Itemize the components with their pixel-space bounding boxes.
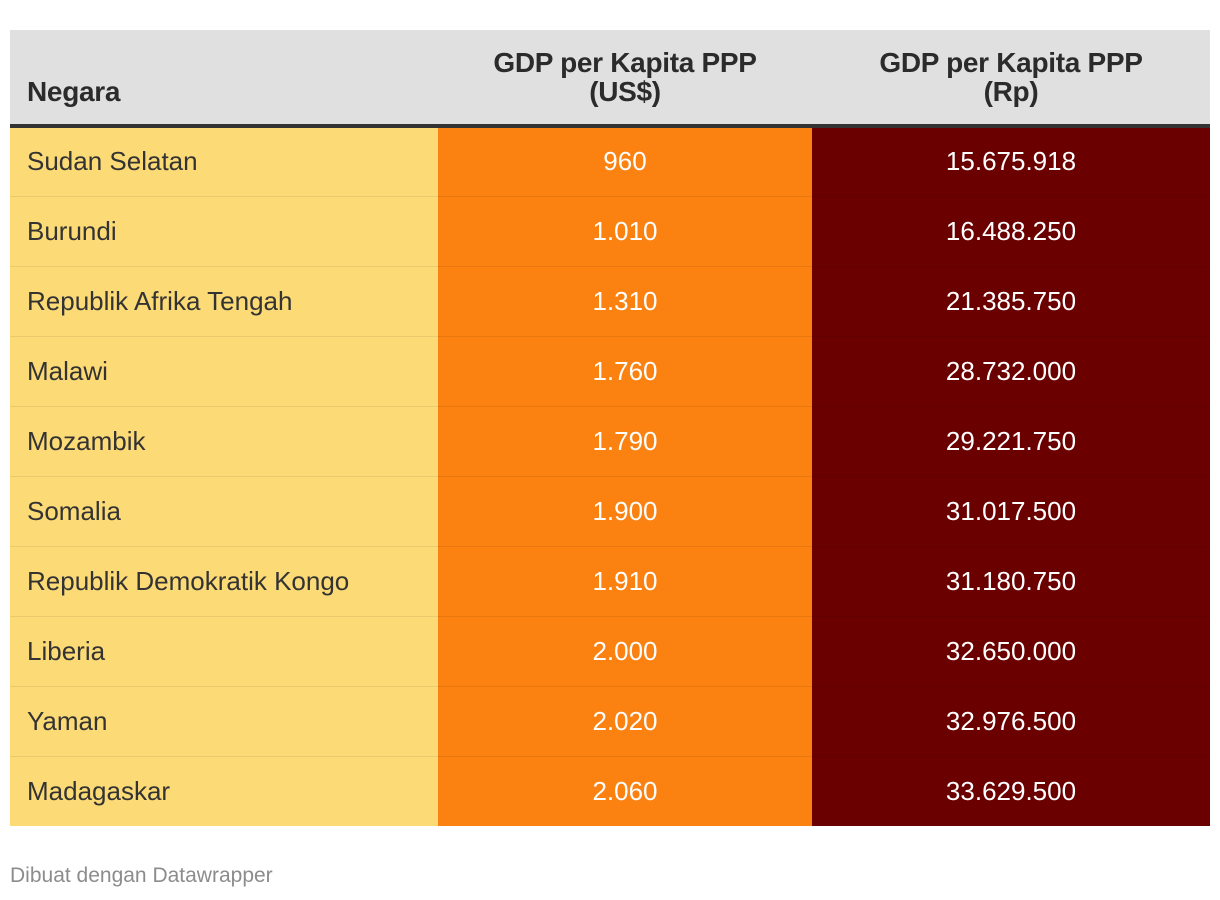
country-cell: Burundi (10, 196, 438, 267)
table-header: Negara GDP per Kapita PPP (US$) GDP per … (10, 30, 1210, 128)
column-header-negara[interactable]: Negara (10, 30, 438, 128)
column-header-label-line2: (Rp) (983, 76, 1039, 107)
column-header-label-line1: GDP per Kapita PPP (879, 47, 1143, 78)
header-row: Negara GDP per Kapita PPP (US$) GDP per … (10, 30, 1210, 128)
gdp-rp-cell: 32.976.500 (812, 686, 1210, 757)
column-header-gdp-usd[interactable]: GDP per Kapita PPP (US$) (438, 30, 812, 128)
gdp-rp-cell: 15.675.918 (812, 126, 1210, 197)
gdp-usd-cell: 1.910 (438, 546, 812, 617)
gdp-rp-cell: 29.221.750 (812, 406, 1210, 477)
gdp-rp-cell: 31.017.500 (812, 476, 1210, 547)
column-header-label-line2: (US$) (589, 76, 661, 107)
gdp-rp-cell: 31.180.750 (812, 546, 1210, 617)
table-row: Madagaskar 2.060 33.629.500 (10, 756, 1210, 826)
gdp-rp-cell: 16.488.250 (812, 196, 1210, 267)
country-cell: Yaman (10, 686, 438, 757)
table-row: Republik Afrika Tengah 1.310 21.385.750 (10, 266, 1210, 337)
table-body: Sudan Selatan 960 15.675.918 Burundi 1.010 16… (10, 126, 1210, 826)
gdp-usd-cell: 1.010 (438, 196, 812, 267)
column-header-label: Negara (27, 76, 121, 107)
column-header-label-line1: GDP per Kapita PPP (493, 47, 757, 78)
gdp-usd-cell: 2.020 (438, 686, 812, 757)
gdp-usd-cell: 2.060 (438, 756, 812, 826)
country-cell: Republik Demokratik Kongo (10, 546, 438, 617)
gdp-rp-cell: 33.629.500 (812, 756, 1210, 826)
datawrapper-credit[interactable]: Dibuat dengan Datawrapper (10, 864, 273, 887)
table-row: Somalia 1.900 31.017.500 (10, 476, 1210, 547)
table-row: Sudan Selatan 960 15.675.918 (10, 126, 1210, 197)
country-cell: Sudan Selatan (10, 126, 438, 197)
country-cell: Somalia (10, 476, 438, 547)
gdp-usd-cell: 960 (438, 126, 812, 197)
table-row: Yaman 2.020 32.976.500 (10, 686, 1210, 757)
gdp-table: Negara GDP per Kapita PPP (US$) GDP per … (10, 30, 1210, 826)
gdp-usd-cell: 1.900 (438, 476, 812, 547)
gdp-usd-cell: 2.000 (438, 616, 812, 687)
table-row: Liberia 2.000 32.650.000 (10, 616, 1210, 687)
gdp-rp-cell: 28.732.000 (812, 336, 1210, 407)
column-header-gdp-rp[interactable]: GDP per Kapita PPP (Rp) (812, 30, 1210, 128)
table-row: Mozambik 1.790 29.221.750 (10, 406, 1210, 477)
table-row: Burundi 1.010 16.488.250 (10, 196, 1210, 267)
country-cell: Republik Afrika Tengah (10, 266, 438, 337)
table-row: Malawi 1.760 28.732.000 (10, 336, 1210, 407)
gdp-rp-cell: 21.385.750 (812, 266, 1210, 337)
country-cell: Mozambik (10, 406, 438, 477)
country-cell: Malawi (10, 336, 438, 407)
gdp-usd-cell: 1.760 (438, 336, 812, 407)
data-table-container: Negara GDP per Kapita PPP (US$) GDP per … (10, 30, 1210, 826)
gdp-usd-cell: 1.310 (438, 266, 812, 337)
gdp-rp-cell: 32.650.000 (812, 616, 1210, 687)
country-cell: Liberia (10, 616, 438, 687)
gdp-usd-cell: 1.790 (438, 406, 812, 477)
table-row: Republik Demokratik Kongo 1.910 31.180.750 (10, 546, 1210, 617)
country-cell: Madagaskar (10, 756, 438, 826)
